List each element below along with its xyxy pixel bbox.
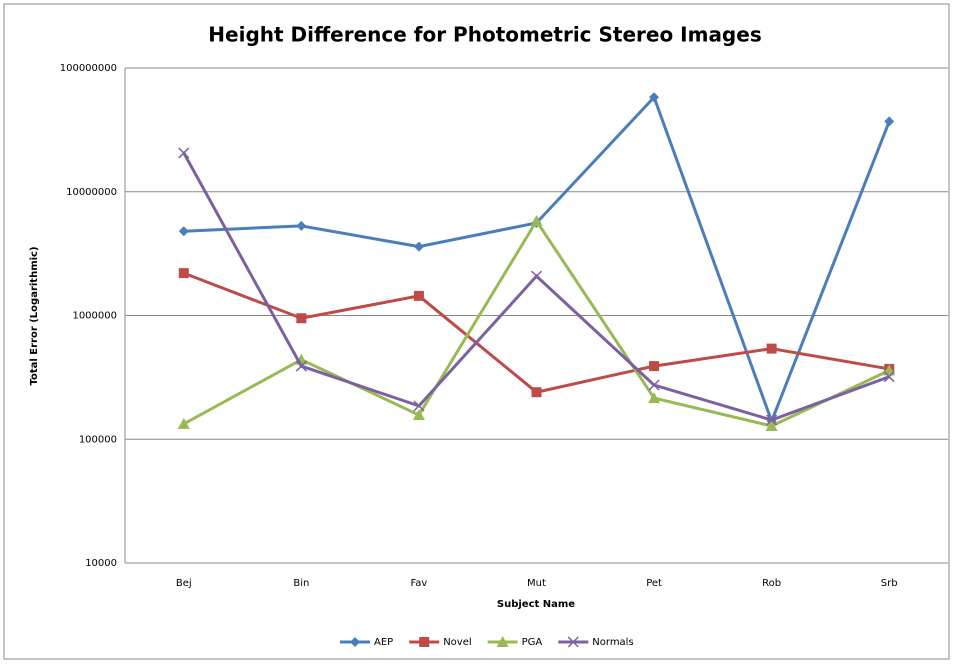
marker (296, 313, 307, 324)
marker (530, 215, 543, 227)
legend-label: Normals (592, 637, 633, 648)
x-tick-label: Pet (646, 578, 662, 589)
marker (413, 290, 424, 301)
legend-label: AEP (374, 637, 393, 648)
marker (496, 636, 509, 647)
marker (350, 637, 360, 647)
x-axis-title: Subject Name (497, 599, 575, 610)
marker (883, 364, 896, 376)
x-tick-label: Bin (293, 578, 309, 589)
x-tick-label: Fav (410, 578, 427, 589)
marker (883, 371, 895, 383)
marker (567, 636, 579, 648)
y-tick-label: 100000 (79, 434, 117, 445)
x-tick-label: Rob (762, 578, 781, 589)
marker (413, 241, 424, 252)
marker (649, 361, 660, 372)
y-tick-label: 1000000 (72, 311, 117, 322)
marker (649, 92, 660, 103)
legend-label: PGA (522, 637, 543, 648)
marker (296, 220, 307, 231)
marker (530, 270, 543, 282)
marker (766, 343, 777, 354)
marker (766, 414, 778, 426)
marker (419, 637, 430, 647)
marker (413, 400, 425, 412)
y-axis-title: Total Error (Logarithmic) (29, 246, 40, 385)
legend-label: Novel (443, 637, 471, 648)
marker (178, 226, 189, 237)
marker (648, 392, 661, 404)
marker (765, 419, 778, 431)
marker (531, 387, 542, 398)
marker (178, 147, 190, 159)
y-tick-label: 10000 (85, 558, 117, 569)
x-tick-label: Srb (881, 578, 898, 589)
marker (648, 379, 660, 391)
marker (177, 417, 190, 429)
y-tick-label: 10000000 (66, 187, 117, 198)
y-tick-label: 100000000 (60, 63, 117, 74)
x-tick-label: Bej (176, 578, 192, 589)
marker (884, 116, 895, 127)
chart-border (3, 3, 950, 660)
marker (295, 360, 307, 372)
chart-title: Height Difference for Photometric Stereo… (208, 23, 761, 47)
x-tick-label: Mut (527, 578, 546, 589)
marker (412, 409, 425, 421)
marker (178, 268, 189, 279)
